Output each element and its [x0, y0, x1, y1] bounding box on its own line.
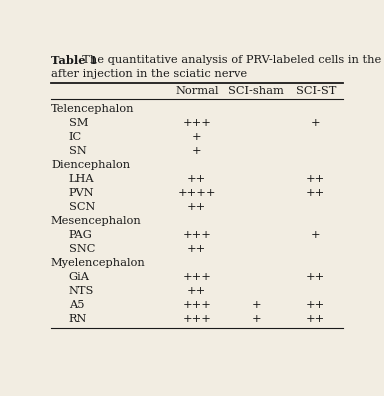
Text: SCI-sham: SCI-sham	[228, 86, 284, 95]
Text: ++: ++	[306, 173, 326, 184]
Text: SN: SN	[69, 146, 86, 156]
Text: Table 1: Table 1	[51, 55, 98, 66]
Text: PVN: PVN	[69, 188, 94, 198]
Text: +: +	[252, 300, 261, 310]
Text: ++: ++	[187, 286, 207, 295]
Text: +++: +++	[182, 300, 211, 310]
Text: Myelencephalon: Myelencephalon	[51, 258, 146, 268]
Text: SCI-ST: SCI-ST	[296, 86, 336, 95]
Text: GiA: GiA	[69, 272, 90, 282]
Text: Diencephalon: Diencephalon	[51, 160, 130, 169]
Text: +: +	[311, 118, 321, 128]
Text: The quantitative analysis of PRV-labeled cells in the brain: The quantitative analysis of PRV-labeled…	[75, 55, 384, 65]
Text: +: +	[252, 314, 261, 324]
Text: IC: IC	[69, 131, 82, 142]
Text: ++: ++	[306, 314, 326, 324]
Text: RN: RN	[69, 314, 87, 324]
Text: ++: ++	[306, 300, 326, 310]
Text: NTS: NTS	[69, 286, 94, 295]
Text: PAG: PAG	[69, 230, 93, 240]
Text: +: +	[311, 230, 321, 240]
Text: ++++: ++++	[177, 188, 216, 198]
Text: ++: ++	[306, 188, 326, 198]
Text: Mesencephalon: Mesencephalon	[51, 216, 142, 226]
Text: +++: +++	[182, 272, 211, 282]
Text: +++: +++	[182, 314, 211, 324]
Text: Telencephalon: Telencephalon	[51, 104, 134, 114]
Text: SM: SM	[69, 118, 88, 128]
Text: +++: +++	[182, 118, 211, 128]
Text: ++: ++	[187, 202, 207, 211]
Text: LHA: LHA	[69, 173, 94, 184]
Text: SCN: SCN	[69, 202, 95, 211]
Text: ++: ++	[187, 173, 207, 184]
Text: SNC: SNC	[69, 244, 95, 253]
Text: +++: +++	[182, 230, 211, 240]
Text: Normal: Normal	[175, 86, 218, 95]
Text: +: +	[192, 146, 202, 156]
Text: ++: ++	[187, 244, 207, 253]
Text: after injection in the sciatic nerve: after injection in the sciatic nerve	[51, 69, 247, 79]
Text: +: +	[192, 131, 202, 142]
Text: ++: ++	[306, 272, 326, 282]
Text: A5: A5	[69, 300, 84, 310]
